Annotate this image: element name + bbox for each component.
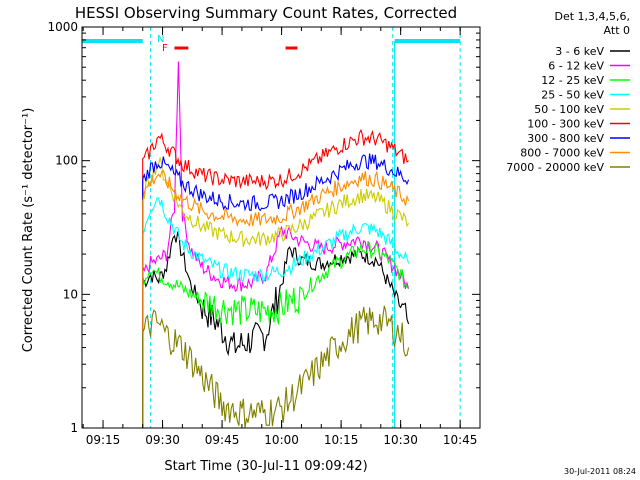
x-axis-label: Start Time (30-Jul-11 09:09:42) [164,459,367,474]
legend-label: 300 - 800 keV [527,132,604,145]
legend-item: 50 - 100 keV [534,103,630,116]
flag-label-n: N [157,34,164,45]
x-tick-label: 10:15 [324,433,359,447]
x-tick-label: 09:15 [86,433,121,447]
x-tick-label: 09:45 [205,433,240,447]
legend-label: 100 - 300 keV [527,118,604,131]
plot-area: NF [82,27,461,429]
chart-title: HESSI Observing Summary Count Rates, Cor… [75,4,457,22]
footer-timestamp: 30-Jul-2011 08:24 [564,467,636,476]
legend-label: 6 - 12 keV [548,60,604,73]
series-line-2 [142,242,410,428]
x-tick-label: 10:45 [443,433,478,447]
series-line-3 [142,197,410,428]
series-line-6 [142,153,410,428]
axes: 1 10 100 1000 09:15 09:30 09:45 10:00 10:15 10:30… [47,20,481,447]
legend-label: 25 - 50 keV [541,89,604,102]
x-tick-label: 10:00 [264,433,299,447]
legend-item: 12 - 25 keV [541,74,630,87]
legend-item: 100 - 300 keV [527,118,630,131]
legend-item: 3 - 6 keV [555,45,630,58]
series-line-1 [142,61,410,428]
y-tick-label: 100 [55,154,78,168]
legend-label: 800 - 7000 keV [520,147,604,160]
y-axis-label: Corrected Count Rate (s⁻¹ detector⁻¹) [21,108,36,353]
series-line-8 [142,305,410,429]
legend-item: 25 - 50 keV [541,89,630,102]
plot-frame [81,26,481,429]
legend-header-attenuator: Att 0 [604,24,630,37]
y-tick-label: 1000 [47,20,78,34]
legend-label: 7000 - 20000 keV [506,161,604,174]
x-tick-label: 10:30 [383,433,418,447]
legend-item: 6 - 12 keV [548,60,630,73]
y-tick-label: 1 [70,421,78,435]
legend-label: 50 - 100 keV [534,103,604,116]
series-line-4 [142,157,410,428]
legend-item: 300 - 800 keV [527,132,630,145]
series-line-5 [142,128,409,428]
x-tick-label: 09:30 [145,433,180,447]
series-line-7 [142,169,410,428]
legend-item: 7000 - 20000 keV [506,161,630,174]
legend-label: 12 - 25 keV [541,74,604,87]
legend-label: 3 - 6 keV [555,45,604,58]
flag-label-f: F [162,43,168,54]
legend-item: 800 - 7000 keV [520,147,630,160]
legend-header-detectors: Det 1,3,4,5,6, [554,10,630,23]
y-tick-label: 10 [63,287,78,301]
